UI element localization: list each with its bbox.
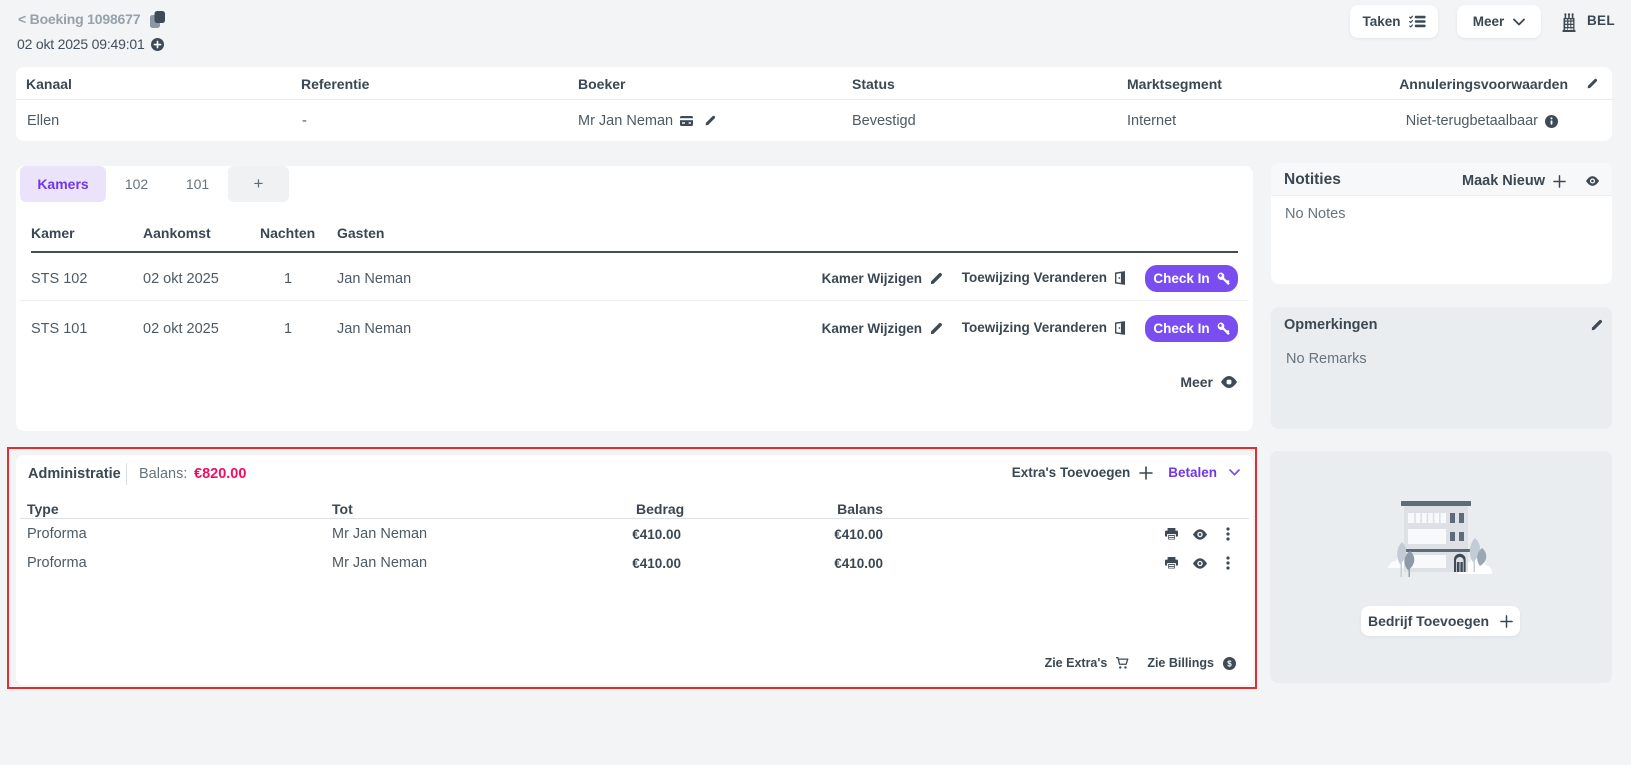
svg-text:$: $ xyxy=(1227,659,1232,668)
